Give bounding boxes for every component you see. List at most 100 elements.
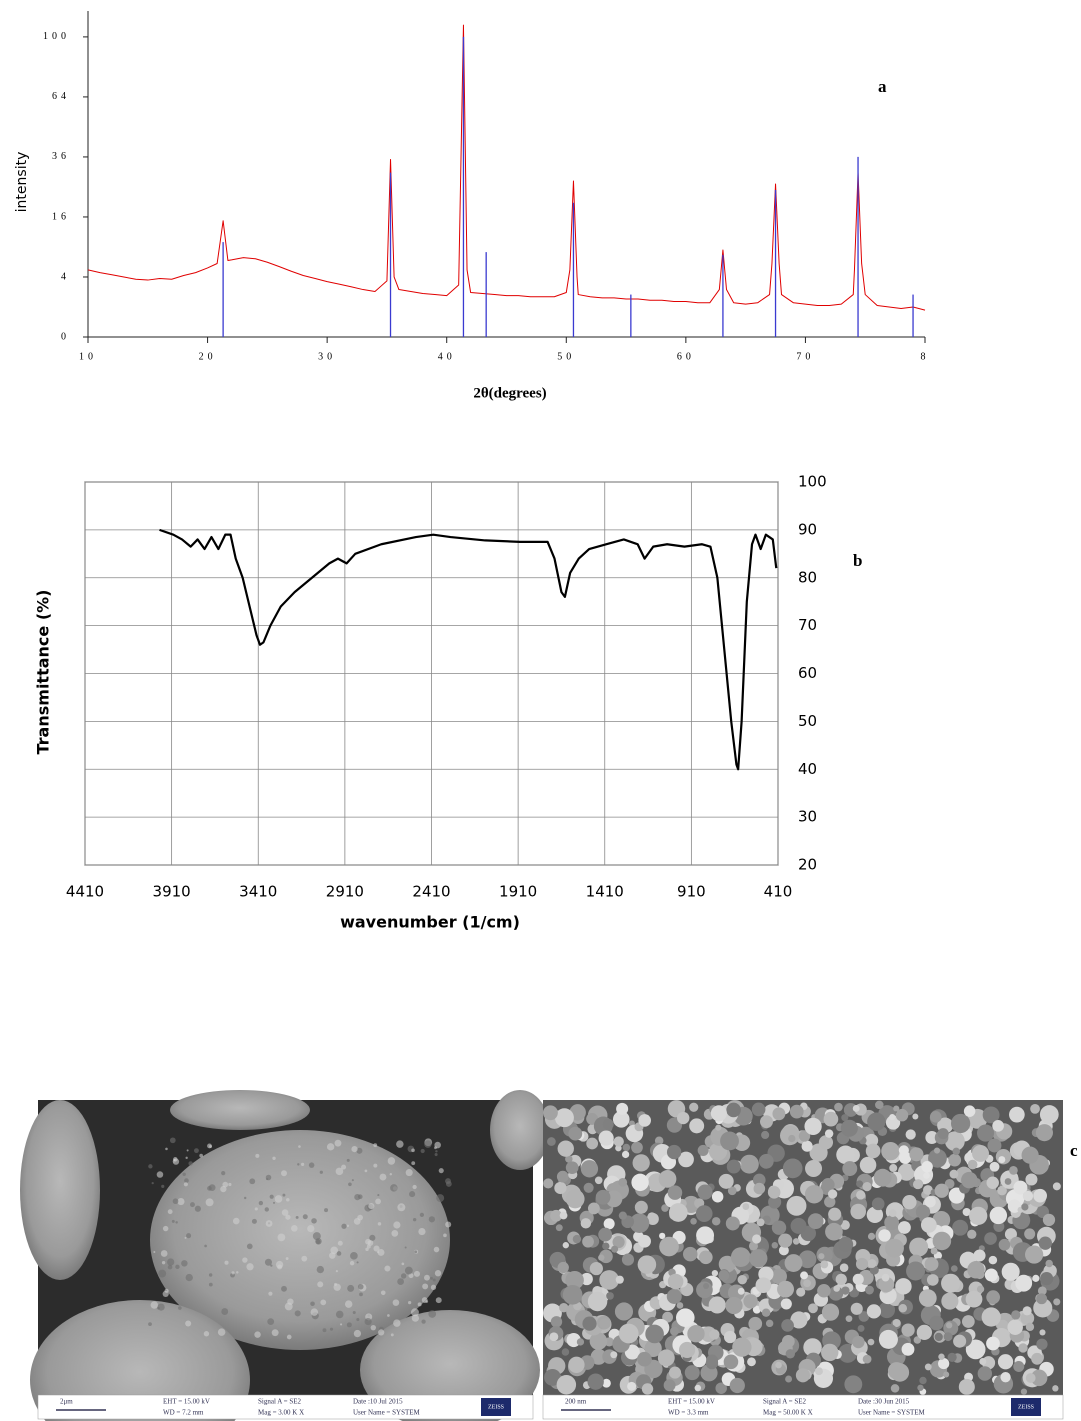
nanoparticle xyxy=(839,1263,849,1272)
y-tick-label: 30 xyxy=(798,808,817,826)
texture xyxy=(428,1216,435,1223)
texture xyxy=(301,1255,308,1262)
texture xyxy=(377,1222,382,1226)
texture xyxy=(411,1314,420,1322)
x-tick-label: 60 xyxy=(677,351,695,362)
texture xyxy=(391,1230,399,1237)
nanoparticle xyxy=(902,1195,917,1210)
texture xyxy=(434,1270,442,1277)
nanoparticle xyxy=(986,1336,1000,1351)
texture xyxy=(424,1140,432,1148)
sem-images: 2μm EHT = 15.00 kV WD = 7.2 mm Signal A = S… xyxy=(20,1090,1064,1421)
y-tick-label: 60 xyxy=(798,664,817,682)
nanoparticle xyxy=(580,1272,593,1286)
nanoparticle xyxy=(697,1184,713,1200)
texture xyxy=(335,1310,344,1319)
nanoparticle xyxy=(1030,1369,1048,1387)
nanoparticle xyxy=(841,1114,849,1122)
texture xyxy=(434,1146,437,1150)
texture xyxy=(232,1217,240,1225)
nanoparticle xyxy=(979,1358,987,1365)
texture xyxy=(298,1145,301,1148)
nanoparticle xyxy=(715,1382,727,1394)
info-text: EHT = 15.00 kV xyxy=(163,1398,210,1406)
nanoparticle xyxy=(778,1233,793,1248)
nanoparticle xyxy=(559,1302,569,1313)
texture xyxy=(393,1319,401,1327)
texture xyxy=(285,1257,289,1260)
texture xyxy=(349,1260,355,1266)
nanoparticle xyxy=(924,1363,932,1371)
nanoparticle xyxy=(992,1119,1004,1132)
texture xyxy=(422,1283,429,1290)
nanoparticle xyxy=(836,1145,855,1165)
texture xyxy=(208,1273,213,1277)
y-axis-label: intensity xyxy=(14,152,30,213)
nanoparticle xyxy=(761,1130,770,1140)
texture xyxy=(417,1302,422,1307)
texture xyxy=(182,1172,186,1177)
texture xyxy=(344,1300,353,1308)
texture xyxy=(346,1322,352,1328)
texture xyxy=(307,1224,315,1233)
texture xyxy=(194,1148,199,1154)
nanoparticle xyxy=(1013,1360,1025,1372)
texture xyxy=(286,1198,290,1202)
nanoparticle xyxy=(941,1273,961,1293)
nanoparticle xyxy=(678,1341,696,1359)
nanoparticle xyxy=(941,1292,959,1310)
texture xyxy=(164,1288,169,1293)
nanoparticle xyxy=(953,1334,967,1348)
info-text: User Name = SYSTEM xyxy=(353,1409,421,1417)
nanoparticle xyxy=(871,1197,885,1211)
texture xyxy=(369,1234,376,1241)
texture xyxy=(243,1196,247,1200)
nanoparticle xyxy=(924,1196,936,1208)
texture xyxy=(438,1168,444,1174)
texture xyxy=(324,1208,329,1213)
nanoparticle xyxy=(867,1112,886,1131)
nanoparticle xyxy=(580,1218,592,1229)
nanoparticle xyxy=(618,1323,639,1344)
nanoparticle xyxy=(554,1108,574,1128)
texture xyxy=(392,1299,400,1306)
nanoparticle xyxy=(775,1361,782,1369)
texture xyxy=(254,1207,258,1211)
nanoparticle xyxy=(737,1287,745,1295)
nanoparticle xyxy=(737,1274,747,1285)
texture xyxy=(158,1269,167,1278)
texture xyxy=(171,1219,175,1223)
nanoparticle xyxy=(634,1200,648,1214)
texture xyxy=(236,1271,239,1274)
nanoparticle xyxy=(892,1318,901,1328)
nanoparticle xyxy=(1053,1298,1061,1306)
texture xyxy=(421,1297,428,1303)
nanoparticle xyxy=(598,1130,614,1146)
nanoparticle xyxy=(638,1114,652,1127)
texture xyxy=(162,1225,169,1232)
nanoparticle xyxy=(866,1304,882,1319)
nanoparticle xyxy=(768,1195,782,1209)
texture xyxy=(246,1243,253,1250)
x-tick-label: 10 xyxy=(79,351,97,362)
nanoparticle xyxy=(989,1161,1000,1172)
nanoparticle xyxy=(730,1247,751,1267)
nanoparticle xyxy=(1025,1245,1044,1264)
nanoparticle xyxy=(753,1182,766,1195)
nanoparticle xyxy=(887,1362,906,1380)
texture xyxy=(334,1139,342,1147)
y-axis-label: Transmittance (%) xyxy=(34,590,53,755)
nanoparticle xyxy=(965,1290,983,1308)
nanoparticle xyxy=(576,1338,585,1346)
nanoparticle xyxy=(938,1357,950,1370)
x-tick-label: 8 xyxy=(921,351,930,362)
nanoparticle xyxy=(997,1185,1007,1196)
nanoparticle xyxy=(864,1133,879,1148)
texture xyxy=(312,1232,321,1241)
nanoparticle xyxy=(580,1160,599,1178)
y-tick-label: 40 xyxy=(798,760,817,778)
nanoparticle xyxy=(961,1315,975,1328)
nanoparticle xyxy=(543,1178,554,1189)
texture xyxy=(329,1327,334,1331)
nanoparticle xyxy=(703,1282,710,1290)
